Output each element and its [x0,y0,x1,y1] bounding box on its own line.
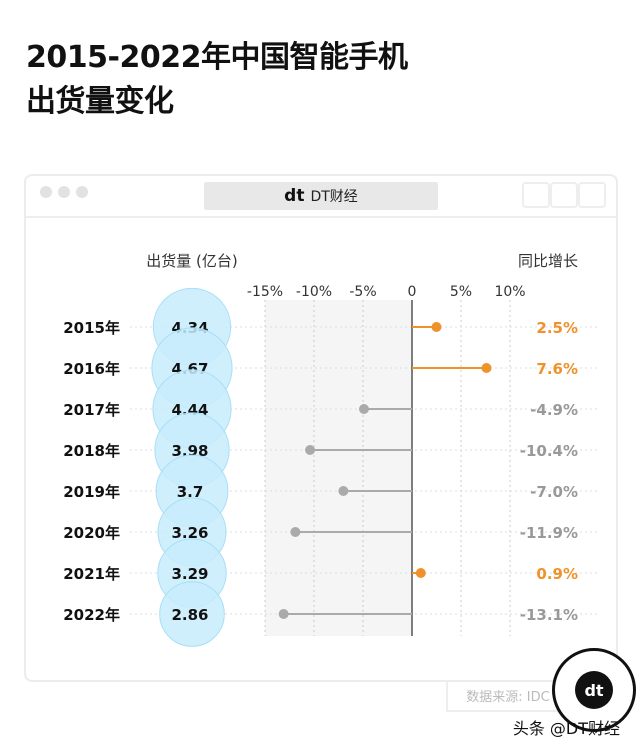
shipment-bubble [159,581,225,647]
year-label: 2019年 [63,483,120,501]
x-tick-label: 0 [408,284,417,300]
tab-label: DT财经 [310,189,358,205]
year-label: 2016年 [63,360,120,378]
close-icon[interactable] [40,186,52,198]
growth-dot [278,609,289,619]
minimize-icon[interactable] [58,186,70,198]
growth-label: 7.6% [536,360,578,378]
growth-label: -4.9% [530,401,578,419]
title-line-2: 出货量变化 [26,84,174,119]
growth-label: -7.0% [530,483,578,501]
negative-band [265,300,412,636]
record-icon[interactable] [522,182,550,208]
window-tab[interactable]: dt DT财经 [204,182,438,210]
x-tick-label: 10% [494,284,525,300]
x-tick-label: -15% [247,284,283,300]
growth-label: -11.9% [520,524,578,542]
growth-dot [358,404,369,414]
page-title: 2015-2022年中国智能手机 出货量变化 [26,36,408,124]
growth-label: 0.9% [536,565,578,583]
maximize-icon[interactable] [76,186,88,198]
growth-dot [481,363,492,373]
share-icon[interactable] [550,182,578,208]
x-tick-label: -10% [296,284,332,300]
x-tick-label: 5% [450,284,472,300]
growth-dot [290,527,301,537]
right-header: 同比增长 [518,252,578,270]
copy-icon[interactable] [578,182,606,208]
x-tick-label: -5% [349,284,376,300]
dt-logo-icon: dt [284,186,305,206]
shipment-value: 2.86 [171,606,208,624]
growth-dot [305,445,316,455]
watermark: 头条 @DT财经 [512,719,620,738]
shipment-value: 3.26 [171,524,208,542]
year-label: 2015年 [63,319,120,337]
growth-label: 2.5% [536,319,578,337]
dt-badge-logo: dt [575,671,613,709]
title-line-1: 2015-2022年中国智能手机 [26,40,408,75]
year-label: 2022年 [63,606,120,624]
window-titlebar: dt DT财经 [26,176,616,218]
growth-dot [431,322,442,332]
shipment-value: 3.29 [171,565,208,583]
shipment-value: 3.7 [177,483,204,501]
growth-dot [415,568,426,578]
year-label: 2020年 [63,524,120,542]
year-label: 2018年 [63,442,120,460]
growth-label: -13.1% [520,606,578,624]
left-header: 出货量 (亿台) [146,252,237,270]
dt-badge: dt [552,648,636,732]
growth-label: -10.4% [520,442,578,460]
year-label: 2017年 [63,401,120,419]
growth-dot [338,486,349,496]
year-label: 2021年 [63,565,120,583]
